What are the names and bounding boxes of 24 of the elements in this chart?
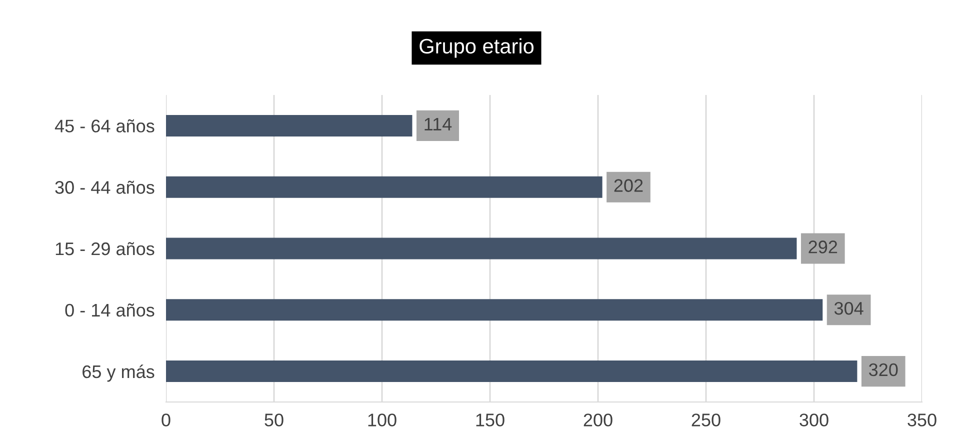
x-tick-label: 350 — [908, 414, 936, 426]
y-tick-label: 65 y más — [82, 364, 154, 382]
data-label: 320 — [869, 363, 898, 376]
data-label: 202 — [614, 179, 643, 192]
data-label: 304 — [834, 302, 864, 315]
bar — [166, 114, 412, 136]
y-tick-label: 15 - 29 años — [56, 242, 154, 256]
bar — [166, 238, 797, 260]
y-tick-label: 0 - 14 años — [65, 303, 154, 317]
x-tick-label: 100 — [368, 414, 396, 426]
data-label: 114 — [424, 118, 452, 130]
bar — [166, 176, 602, 198]
data-label: 292 — [808, 240, 838, 254]
bar — [166, 299, 823, 321]
x-tick-label: 50 — [264, 414, 284, 426]
x-tick-label: 300 — [800, 414, 828, 426]
x-tick-label: 250 — [692, 414, 720, 426]
y-tick-label: 30 - 44 años — [55, 180, 154, 194]
x-tick-label: 0 — [162, 414, 170, 426]
x-tick-label: 150 — [476, 414, 504, 426]
y-tick-label: 45 - 64 años — [54, 119, 154, 132]
chart-title: Grupo etario — [420, 38, 534, 58]
x-tick-label: 200 — [584, 414, 612, 426]
bar — [166, 360, 858, 382]
